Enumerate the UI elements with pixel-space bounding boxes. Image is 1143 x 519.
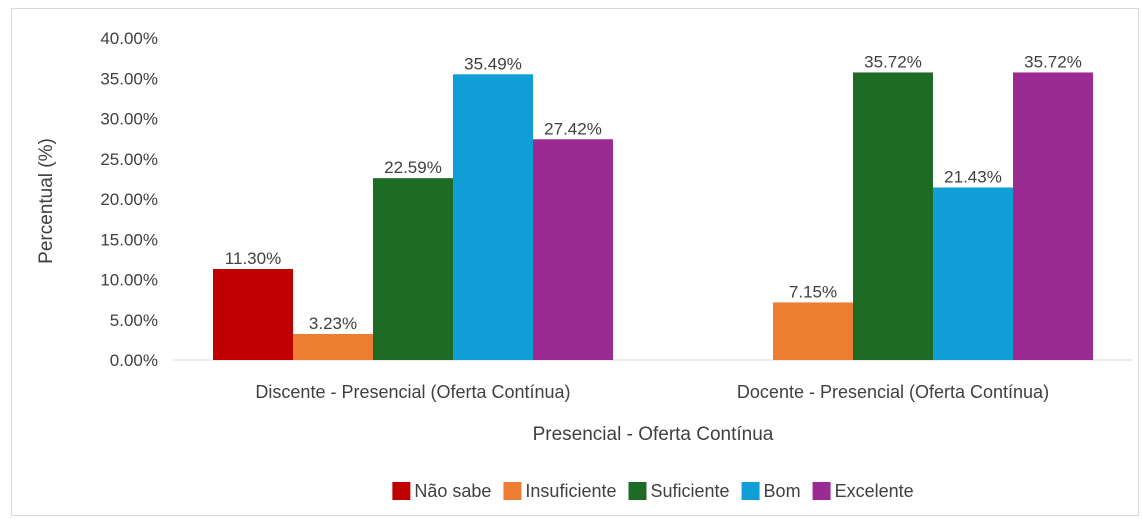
y-tick-label: 40.00% [100, 29, 158, 48]
legend-label-suficiente: Suficiente [650, 481, 729, 501]
bar-bom [933, 187, 1013, 360]
y-tick-label: 25.00% [100, 150, 158, 169]
y-axis-ticks: 0.00% 5.00% 10.00% 15.00% 20.00% 25.00% 30.00%… [100, 29, 158, 370]
data-label: 7.15% [789, 282, 837, 301]
y-tick-label: 15.00% [100, 230, 158, 249]
legend-swatch-excelente [812, 482, 831, 500]
y-tick-label: 30.00% [100, 110, 158, 129]
y-tick-label: 35.00% [100, 69, 158, 88]
legend: Não sabe Insuficiente Suficiente Bom Excelen… [392, 481, 914, 501]
bars [213, 72, 1093, 361]
legend-label-não-sabe: Não sabe [414, 481, 491, 501]
data-label: 35.72% [864, 52, 922, 71]
y-tick-label: 0.00% [110, 351, 158, 370]
data-label: 27.42% [544, 119, 602, 138]
data-label: 3.23% [309, 314, 357, 333]
data-label: 35.49% [464, 54, 522, 73]
legend-label-insuficiente: Insuficiente [525, 481, 616, 501]
data-label: 21.43% [944, 167, 1002, 186]
y-tick-label: 20.00% [100, 190, 158, 209]
legend-swatch-suficiente [628, 482, 647, 500]
legend-swatch-insuficiente [503, 482, 522, 500]
bar-insuficiente [293, 333, 373, 360]
data-label: 22.59% [384, 158, 442, 177]
legend-swatch-não-sabe [392, 482, 411, 500]
x-axis-title: Presencial - Oferta Contínua [533, 424, 774, 445]
bar-suficiente [853, 72, 933, 360]
bar-excelente [533, 139, 613, 360]
legend-label-excelente: Excelente [835, 481, 914, 501]
legend-swatch-bom [741, 482, 760, 500]
bar-suficiente [373, 178, 453, 360]
legend-label-bom: Bom [764, 481, 801, 501]
bar-insuficiente [773, 302, 853, 360]
bar-não-sabe [213, 269, 293, 360]
y-tick-label: 5.00% [110, 311, 158, 330]
category-labels: Discente - Presencial (Oferta Contínua) D… [255, 382, 1049, 402]
bar-excelente [1013, 72, 1093, 360]
x-category-label: Discente - Presencial (Oferta Contínua) [255, 382, 570, 402]
y-tick-label: 10.00% [100, 271, 158, 290]
bar-bom [453, 74, 533, 361]
x-category-label: Docente - Presencial (Oferta Contínua) [737, 382, 1049, 402]
data-label: 11.30% [225, 249, 281, 268]
data-label: 35.72% [1024, 52, 1082, 71]
data-labels: 11.30% 3.23% 22.59% 35.49% 27.42% 7.15% 35.72%… [225, 52, 1082, 333]
y-axis-title: Percentual (%) [36, 138, 57, 264]
